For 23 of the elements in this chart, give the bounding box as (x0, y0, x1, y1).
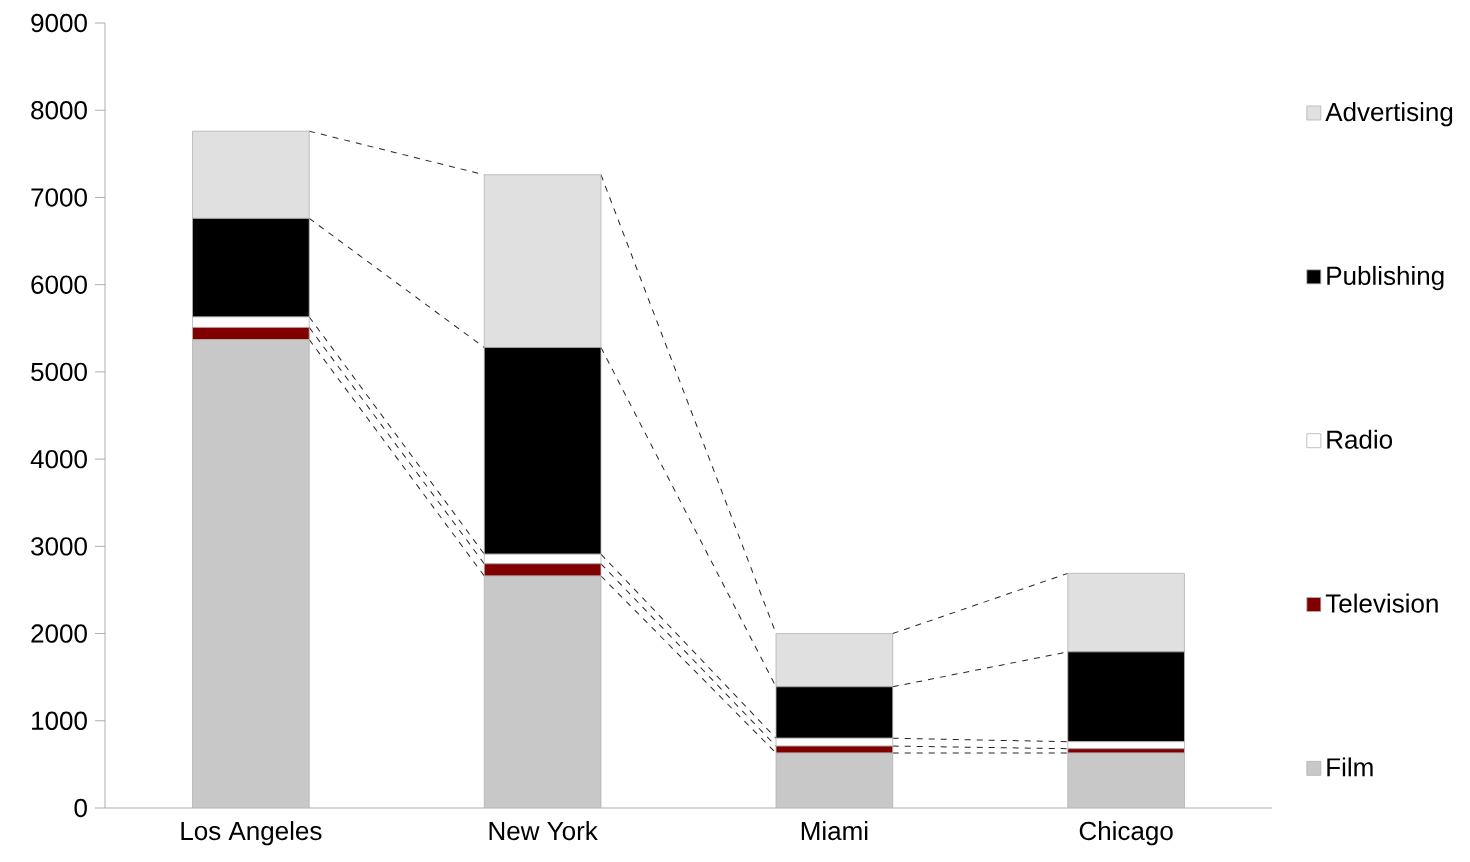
x-tick-label: Chicago (1079, 821, 1173, 846)
bar (1067, 752, 1185, 808)
y-tick-label: 4000 (30, 449, 87, 469)
y-tick-label: 6000 (31, 275, 87, 294)
bar (192, 339, 310, 808)
x-tick-label: Los Angeles (181, 821, 322, 846)
x-tick-label: Miami (801, 821, 868, 841)
legend-label: Radio (1327, 429, 1393, 449)
x-tick-label: New York (489, 821, 598, 841)
y-tick-label: 7000 (31, 188, 87, 207)
y-tick-label: 3000 (31, 537, 87, 556)
bar (483, 575, 602, 808)
legend-label: Publishing (1327, 265, 1444, 291)
y-tick-label: 0 (74, 798, 87, 818)
y-tick-label: 2000 (31, 624, 87, 643)
y-tick-label: 1000 (32, 711, 87, 730)
y-tick-label: 5000 (31, 362, 87, 382)
legend-label: Film (1327, 757, 1373, 777)
y-tick-label: 8000 (31, 101, 87, 120)
legend-label: Advertising (1325, 102, 1453, 127)
bar (775, 752, 894, 808)
legend-label: Television (1325, 593, 1438, 613)
y-tick-label: 9000 (31, 13, 87, 33)
